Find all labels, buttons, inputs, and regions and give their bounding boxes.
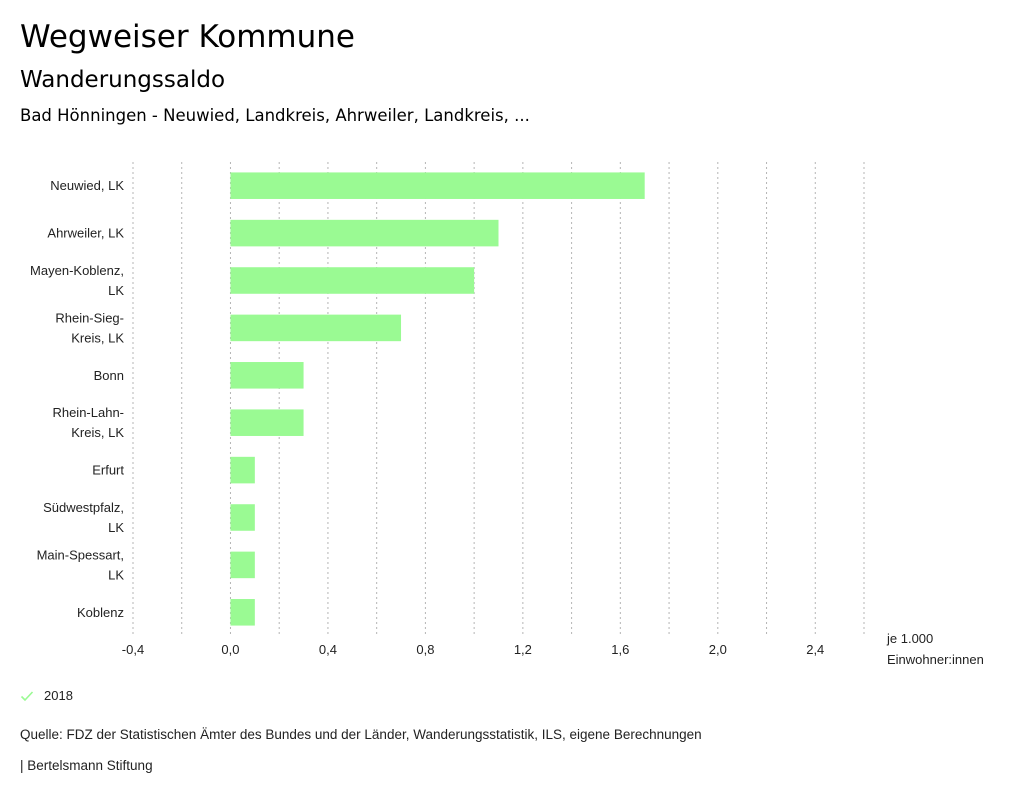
category-label: Ahrweiler, LK bbox=[47, 226, 124, 241]
chart-title: Wanderungssaldo bbox=[20, 67, 226, 93]
bar[interactable] bbox=[230, 551, 255, 579]
legend-label: 2018 bbox=[44, 688, 73, 703]
category-label: Südwestpfalz, LK bbox=[43, 500, 124, 535]
source-note: Quelle: FDZ der Statistischen Ämter des … bbox=[20, 727, 702, 742]
bars bbox=[230, 172, 645, 626]
category-label: Main-Spessart, LK bbox=[37, 547, 125, 582]
x-axis-unit: je 1.000 Einwohner:innen bbox=[886, 631, 984, 667]
category-label: Koblenz bbox=[77, 605, 124, 620]
category-label: Erfurt bbox=[92, 463, 124, 478]
category-label: Rhein-Lahn-Kreis, LK bbox=[52, 405, 124, 440]
credit-note: | Bertelsmann Stiftung bbox=[20, 758, 153, 773]
bar[interactable] bbox=[230, 599, 255, 626]
x-tick-label: 0,8 bbox=[416, 642, 434, 657]
category-label: Mayen-Koblenz, LK bbox=[30, 263, 124, 298]
bar[interactable] bbox=[230, 219, 499, 247]
bar[interactable] bbox=[230, 362, 304, 389]
bar[interactable] bbox=[230, 267, 475, 294]
x-tick-label: 2,0 bbox=[709, 642, 727, 657]
category-label: Bonn bbox=[94, 368, 124, 383]
x-tick-label: 0,4 bbox=[319, 642, 337, 657]
category-labels: Neuwied, LK Ahrweiler, LK Mayen-Koblenz, LK… bbox=[30, 178, 124, 620]
x-tick-label: 1,2 bbox=[514, 642, 532, 657]
x-tick-label: 2,4 bbox=[806, 642, 824, 657]
bar[interactable] bbox=[230, 504, 255, 531]
bar[interactable] bbox=[230, 409, 304, 436]
x-axis-ticks: -0,4 0,0 0,4 0,8 1,2 1,6 2,0 2,4 bbox=[122, 642, 825, 657]
x-tick-label: 1,6 bbox=[611, 642, 629, 657]
bar[interactable] bbox=[230, 172, 645, 199]
legend-item-2018[interactable]: 2018 bbox=[20, 688, 73, 703]
x-tick-label: -0,4 bbox=[122, 642, 144, 657]
category-label: Neuwied, LK bbox=[50, 178, 124, 193]
bar[interactable] bbox=[230, 456, 255, 484]
app-title: Wegweiser Kommune bbox=[20, 19, 355, 55]
region-subtitle: Bad Hönningen - Neuwied, Landkreis, Ahrw… bbox=[20, 106, 530, 125]
x-axis-label: je 1.000 bbox=[886, 631, 933, 646]
grid-lines bbox=[132, 162, 865, 636]
x-axis-label: Einwohner:innen bbox=[887, 652, 984, 667]
category-label: Rhein-Sieg-Kreis, LK bbox=[55, 310, 124, 345]
bar[interactable] bbox=[230, 314, 402, 342]
x-tick-label: 0,0 bbox=[221, 642, 239, 657]
check-icon bbox=[20, 690, 34, 701]
bar-chart: Neuwied, LK Ahrweiler, LK Mayen-Koblenz, LK… bbox=[30, 162, 984, 667]
